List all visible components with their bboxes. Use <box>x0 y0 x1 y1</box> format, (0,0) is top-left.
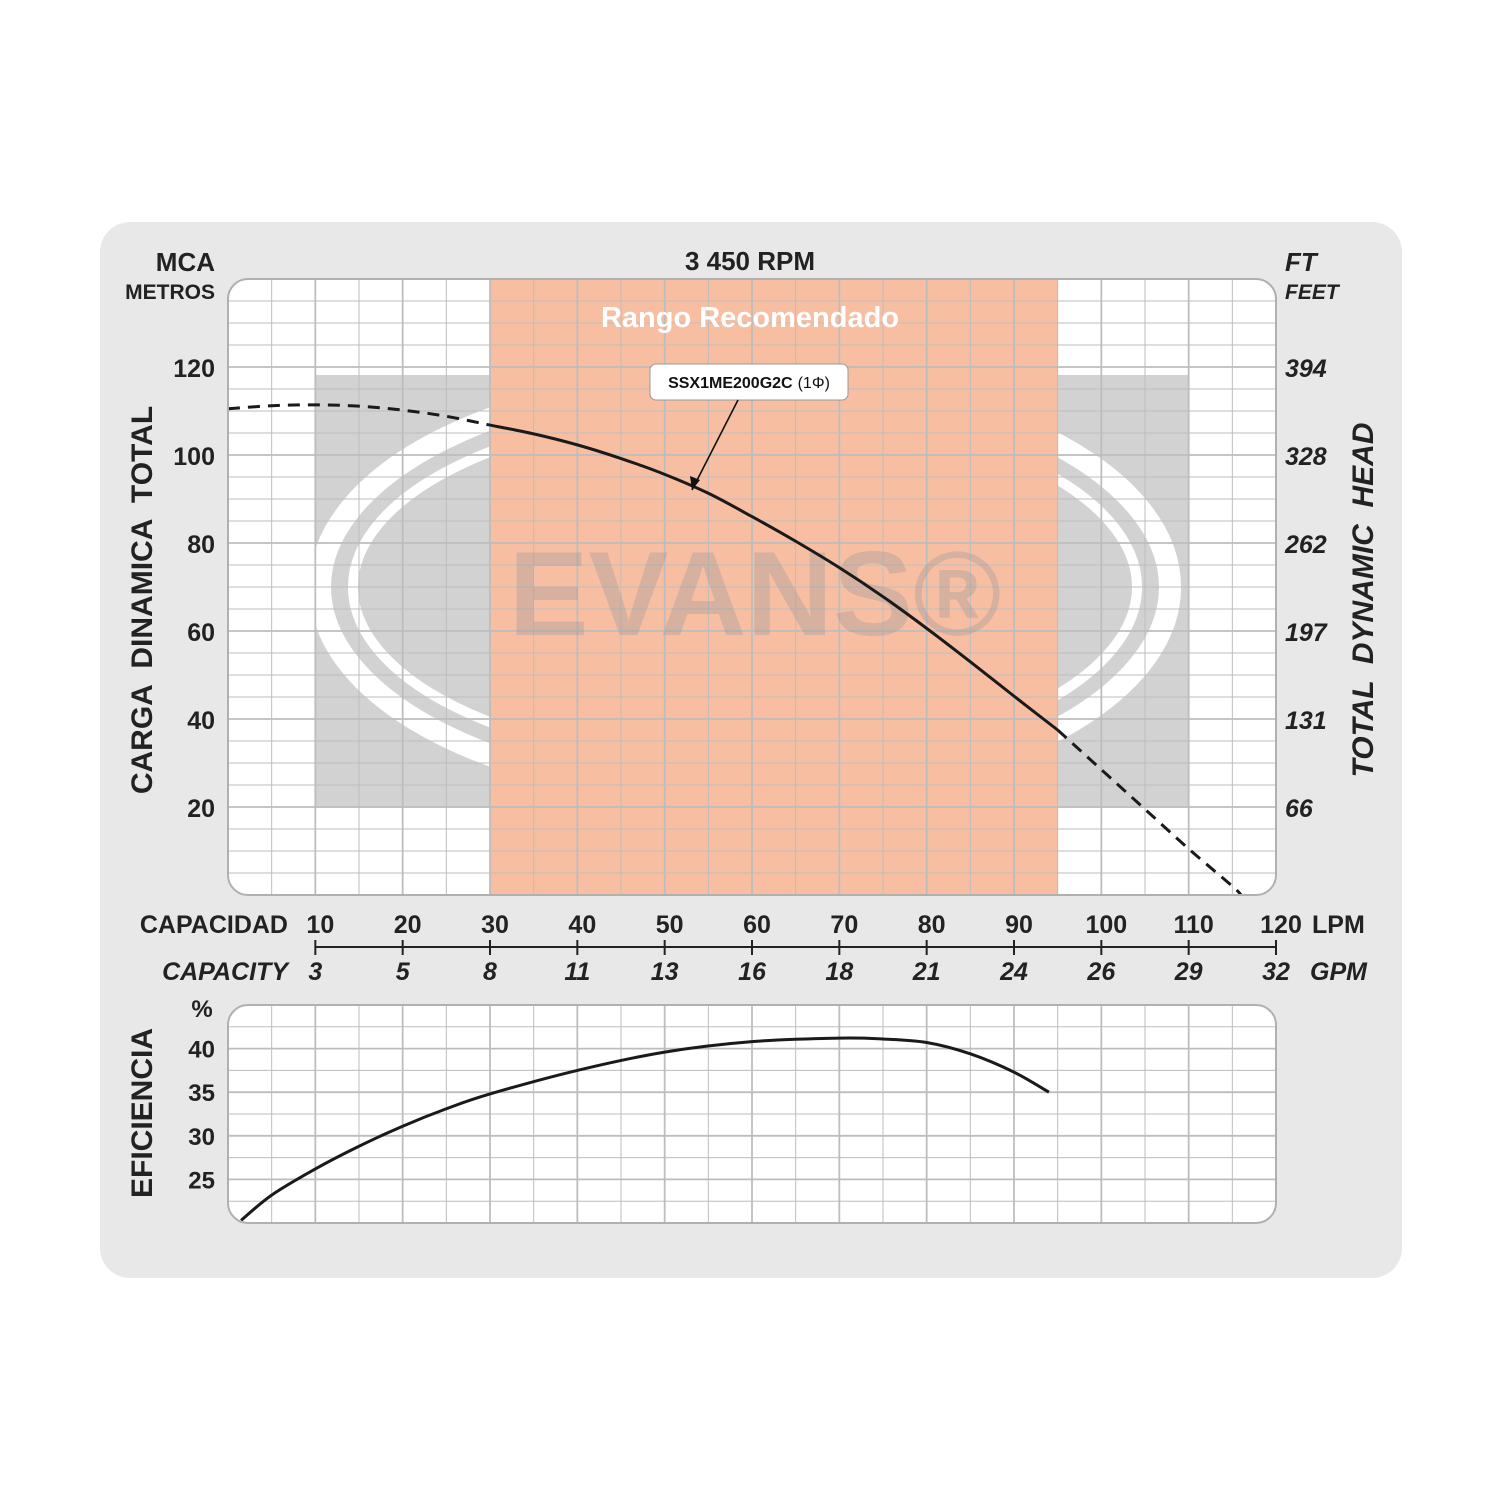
efficiency-tick-label: 40 <box>188 1037 215 1064</box>
capacity-tick-label-lpm: 110 <box>1173 911 1213 939</box>
head-tick-label-ft: 394 <box>1285 355 1327 383</box>
capacity-tick-label-gpm: 16 <box>738 958 767 986</box>
capacity-gpm-title: CAPACITY <box>162 958 290 986</box>
curve-label-box <box>649 363 849 401</box>
capacity-tick-label-gpm: 29 <box>1174 958 1203 986</box>
head-tick-label-mca: 20 <box>187 795 215 823</box>
curve-label: SSX1ME200G2C (1Φ) <box>668 375 830 392</box>
capacity-tick-label-lpm: 90 <box>1005 911 1033 939</box>
capacity-axis-title: CAPACIDAD <box>140 911 288 939</box>
head-curve-dashed-segment <box>228 403 491 427</box>
capacity-tick-label-lpm: 60 <box>743 911 771 939</box>
capacity-tick-label-lpm: 120 <box>1260 911 1302 939</box>
head-tick-label-mca: 80 <box>187 531 215 559</box>
capacity-gpm-unit: GPM <box>1310 958 1368 986</box>
capacity-tick-label-lpm: 10 <box>306 911 334 939</box>
efficiency-tick-label: 30 <box>188 1124 215 1151</box>
capacity-tick-label-gpm: 26 <box>1086 958 1116 986</box>
head-curve-dashed-segment <box>1056 728 1243 895</box>
efficiency-plot-border <box>227 1004 1277 1224</box>
head-y-ticks-left: 20 40 60 80 100 120 <box>173 355 215 823</box>
right-unit-sub: FEET <box>1285 281 1341 304</box>
watermark-logo-text: EVANS® <box>509 527 1002 661</box>
head-tick-label-ft: 328 <box>1285 443 1327 471</box>
curve-label-arrow-head <box>690 476 700 490</box>
capacity-tick-label-gpm: 24 <box>999 958 1028 986</box>
head-tick-label-ft: 131 <box>1285 707 1327 735</box>
capacity-tick-label-lpm: 40 <box>568 911 596 939</box>
capacity-tick-label-gpm: 13 <box>651 958 679 986</box>
head-tick-label-ft: 262 <box>1284 531 1327 559</box>
recommended-range-label: Rango Recomendado <box>601 302 899 334</box>
capacity-tick-label-lpm: 100 <box>1085 911 1127 939</box>
left-unit-sub: METROS <box>125 281 215 304</box>
head-tick-label-mca: 100 <box>173 443 215 471</box>
efficiency-axis-title: EFICIENCIA <box>126 1028 159 1198</box>
capacity-tick-label-gpm: 11 <box>564 958 590 986</box>
left-axis-title: CARGA DINAMICA TOTAL <box>126 406 159 794</box>
head-tick-label-ft: 66 <box>1285 795 1314 823</box>
efficiency-grid <box>228 1005 1276 1223</box>
left-unit: MCA <box>156 247 215 277</box>
head-y-ticks-right: 66 131 197 262 328 394 <box>1284 355 1328 823</box>
head-plot-border <box>227 278 1277 896</box>
head-tick-label-ft: 197 <box>1285 619 1328 647</box>
capacity-tick-label-lpm: 70 <box>830 911 858 939</box>
efficiency-unit: % <box>191 996 212 1023</box>
efficiency-curve-line <box>240 1036 1050 1222</box>
head-curve <box>228 403 1243 895</box>
capacity-axis-unit: LPM <box>1312 911 1365 939</box>
capacity-tick-label-lpm: 50 <box>656 911 684 939</box>
right-unit: FT <box>1285 247 1319 277</box>
head-grid <box>228 279 1276 895</box>
capacity-tick-label-gpm: 3 <box>308 958 322 986</box>
chart-title: 3 450 RPM <box>685 246 815 276</box>
capacity-tick-label-lpm: 30 <box>481 911 509 939</box>
head-plot-area: EVANS® Rango Recomendado SSX1ME200G2C (1Φ… <box>227 278 1277 896</box>
capacity-tick-label-gpm: 18 <box>825 958 853 986</box>
capacity-tick-label-lpm: 20 <box>394 911 422 939</box>
efficiency-y-ticks: 25 30 35 40 <box>188 1037 215 1195</box>
capacity-tick-label-lpm: 80 <box>918 911 946 939</box>
head-tick-label-mca: 40 <box>187 707 215 735</box>
capacity-tick-label-gpm: 5 <box>396 958 411 986</box>
capacity-tick-label-gpm: 8 <box>483 958 497 986</box>
capacity-tick-label-gpm: 21 <box>912 958 941 986</box>
capacity-tick-label-gpm: 32 <box>1262 958 1290 986</box>
curve-label-arrow-line <box>691 399 739 491</box>
efficiency-curve <box>240 1036 1050 1222</box>
head-curve-solid-segment <box>489 423 1059 732</box>
efficiency-tick-label: 25 <box>188 1167 215 1194</box>
head-tick-label-mca: 60 <box>187 619 215 647</box>
head-tick-label-mca: 120 <box>173 355 215 383</box>
right-axis-title: TOTAL DYNAMIC HEAD <box>1347 422 1380 777</box>
capacity-ticks: 10 3 20 5 30 8 40 11 50 13 60 16 70 18 80 21 90 24 100 26 11… <box>306 911 1301 986</box>
efficiency-tick-label: 35 <box>188 1080 215 1107</box>
capacity-axis: CAPACIDAD LPM CAPACITY GPM 10 3 20 5 30 8 40 11… <box>140 911 1368 986</box>
efficiency-plot-area <box>227 1004 1277 1224</box>
